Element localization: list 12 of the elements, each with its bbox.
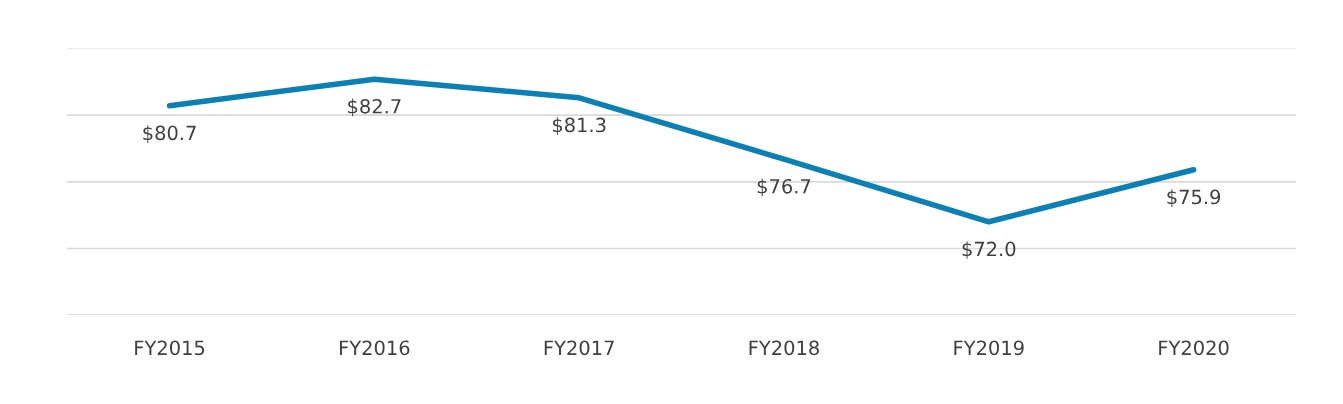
data-label: $82.7 — [348, 98, 401, 117]
x-tick-label: FY2020 — [1159, 340, 1229, 356]
x-tick-label: FY2017 — [544, 340, 614, 356]
x-tick-label: FY2019 — [954, 340, 1024, 356]
data-label: $72.0 — [962, 241, 1016, 259]
data-label: $81.3 — [552, 117, 606, 135]
data-label: $80.7 — [143, 125, 196, 143]
data-label: $75.9 — [1167, 189, 1221, 207]
x-tick-label: FY2018 — [749, 340, 819, 356]
data-label: $76.7 — [757, 178, 811, 197]
x-tick-label: FY2016 — [340, 340, 410, 356]
x-tick-label: FY2015 — [135, 340, 205, 356]
